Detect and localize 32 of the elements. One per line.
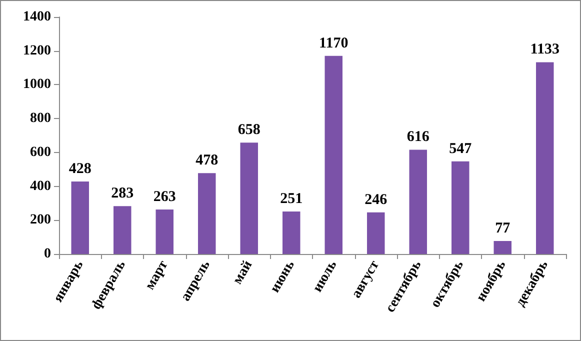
y-tick-label: 600: [30, 144, 51, 160]
data-label: 283: [111, 186, 134, 202]
data-label: 616: [406, 129, 430, 146]
y-tick-label: 1200: [23, 43, 51, 58]
bar: [494, 240, 512, 254]
bar: [198, 173, 216, 254]
y-tick-label: 200: [30, 212, 51, 228]
bar: [409, 150, 427, 254]
y-tick-label: 0: [44, 246, 51, 262]
data-label: 251: [280, 191, 303, 208]
data-label: 428: [68, 161, 92, 178]
bar: [282, 212, 300, 254]
data-label: 1170: [319, 35, 348, 52]
bar: [71, 182, 89, 254]
data-label: 77: [495, 220, 511, 236]
y-tick-label: 400: [30, 178, 51, 194]
data-label: 547: [449, 140, 472, 157]
bar: [452, 161, 470, 254]
y-tick-label: 1400: [23, 10, 51, 24]
bar: [367, 212, 385, 254]
bar: [156, 209, 174, 254]
y-tick-label: 1000: [23, 77, 51, 92]
data-label: 263: [153, 188, 176, 205]
data-label: 246: [364, 192, 388, 208]
bar: [536, 62, 554, 254]
bar: [324, 56, 342, 254]
bar: [114, 206, 132, 254]
data-label: 658: [238, 122, 260, 138]
bar: [240, 142, 258, 254]
y-tick-label: 800: [30, 111, 51, 126]
data-label: 1133: [530, 42, 560, 58]
data-label: 478: [196, 152, 218, 169]
